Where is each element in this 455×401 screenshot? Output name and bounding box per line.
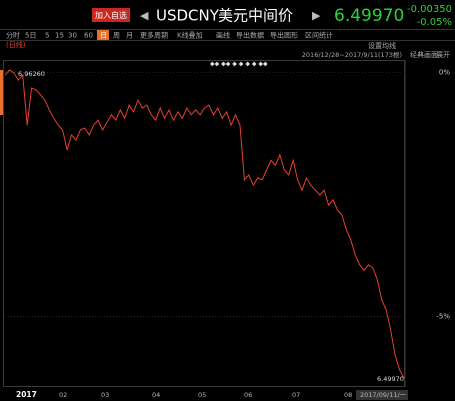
plot: 0% -5% 6.96260 6.49970 2017 02 03 04 05 06 07 08 201… [4,68,450,400]
last-label: 6.49970 [377,375,404,383]
x-tick-label: 02 [59,391,67,399]
date-tag-bg [356,390,408,400]
toolbar-item[interactable]: 周 [113,32,120,40]
change: -0.00350 [407,4,452,15]
price: 6.49970 [334,6,404,26]
x-tick-label: 2017 [16,390,37,399]
ma-setting[interactable]: 设置均线 [368,41,396,50]
toolbar-item[interactable]: 导出图形 [270,31,298,40]
toolbar-item[interactable]: 导出数据 [236,31,264,40]
tab-selected-bg [97,30,109,40]
prev-arrow[interactable]: ◀ [140,9,149,22]
x-tick-label: 07 [292,391,300,399]
x-tick-label: 06 [244,391,252,399]
price-line [4,69,405,379]
toolbar-item[interactable]: 更多周期 [140,31,168,40]
toolbar-item[interactable]: 画线 [216,31,230,40]
left-marker [0,70,3,115]
add-button-bg[interactable] [92,8,130,22]
add-button[interactable]: 加入自选 [95,10,127,20]
toolbar-item[interactable]: 日 [100,32,107,40]
max-label: 6.96260 [18,70,45,78]
y-tick-label: 0% [439,68,450,76]
toolbar-item[interactable]: 5 [45,32,49,40]
symbol-name: 美元中间价 [218,7,293,25]
expand[interactable]: 展开 [436,51,450,59]
symbol: USDCNY [156,7,220,25]
toolbar-item[interactable]: 60 [84,32,93,40]
toolbar-item[interactable]: K线叠加 [177,31,203,40]
toolbar-item[interactable]: 5日 [25,32,36,40]
toolbar-item[interactable]: 分时 [6,31,20,40]
x-tick-label: 03 [101,391,109,399]
toolbar-item[interactable]: 月 [126,32,133,40]
x-tick-label: 05 [198,391,206,399]
y-tick-label: -5% [436,313,450,321]
next-arrow[interactable]: ▶ [312,9,321,22]
toolbar-item[interactable]: 30 [68,32,77,40]
toolbar-item[interactable]: 区间统计 [305,31,333,40]
period-label: (日线) [6,40,26,49]
toolbar-item[interactable]: 15 [55,32,64,40]
range-label: 2016/12/28~2017/9/11(173根) [302,50,402,59]
x-tick-label: 2017/09/11/一 [360,391,407,399]
change-pct: -0.05% [417,17,452,28]
classic-view[interactable]: 经典画面 [410,50,438,59]
event-markers: ◆◆ ◆◆ ◆ ◆ ◆ ◆ ◆◆ [210,61,268,68]
toolbar: 分时 5日 5 15 30 60 日周月更多周期 K线叠加 画线 导出数据 导出图形 区间统计 [6,30,333,40]
x-tick-label: 08 [344,391,352,399]
x-tick-label: 04 [152,391,160,399]
